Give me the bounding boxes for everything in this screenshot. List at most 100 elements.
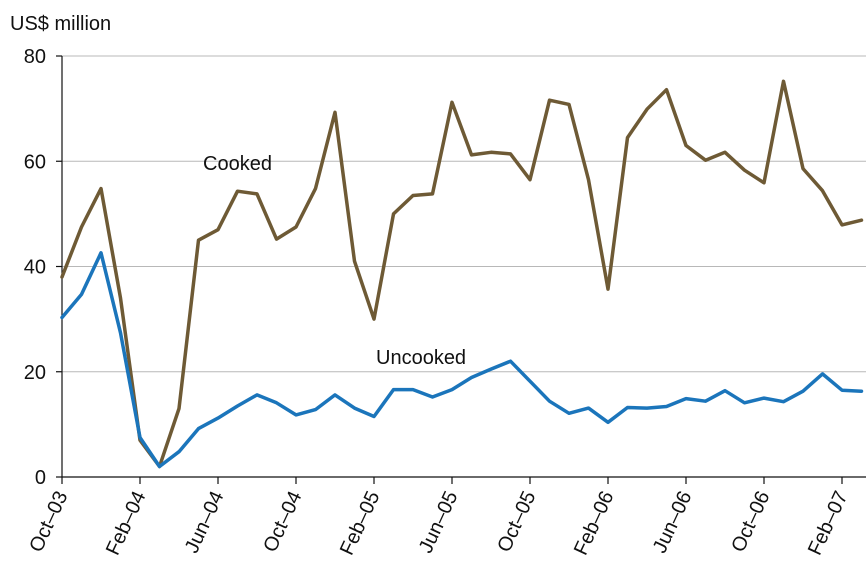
data-point-cooked xyxy=(821,189,825,193)
data-point-cooked xyxy=(353,259,357,263)
data-point-cooked xyxy=(528,178,532,182)
data-point-uncooked xyxy=(509,359,513,363)
data-point-cooked xyxy=(255,192,259,196)
data-point-uncooked xyxy=(333,393,337,397)
data-point-cooked xyxy=(99,187,103,191)
data-point-cooked xyxy=(470,153,474,157)
data-point-uncooked xyxy=(801,389,805,393)
data-point-cooked xyxy=(294,225,298,229)
x-tick-label: Oct–05 xyxy=(493,488,540,556)
y-tick-label: 60 xyxy=(24,151,46,173)
data-point-uncooked xyxy=(119,331,123,335)
y-tick-label: 80 xyxy=(24,46,46,68)
x-tick-label: Feb–07 xyxy=(804,488,853,559)
data-point-cooked xyxy=(548,98,552,102)
data-point-uncooked xyxy=(645,406,649,410)
data-point-uncooked xyxy=(236,404,240,408)
data-point-cooked xyxy=(275,237,279,241)
x-tick-label: Oct–03 xyxy=(25,488,72,556)
x-tick-label: Oct–06 xyxy=(727,488,774,556)
data-point-uncooked xyxy=(665,404,669,408)
y-tick-label: 0 xyxy=(35,467,46,489)
data-point-cooked xyxy=(216,228,220,232)
y-axis-unit-label: US$ million xyxy=(10,13,111,35)
data-point-cooked xyxy=(392,212,396,216)
data-point-cooked xyxy=(372,317,376,321)
y-tick-label: 40 xyxy=(24,257,46,279)
data-point-cooked xyxy=(665,88,669,92)
data-point-cooked xyxy=(567,102,571,106)
x-tick-label: Jun–06 xyxy=(649,488,697,557)
data-point-uncooked xyxy=(489,367,493,371)
data-point-uncooked xyxy=(80,292,84,296)
data-point-uncooked xyxy=(411,388,415,392)
data-point-uncooked xyxy=(275,401,279,405)
grid-lines xyxy=(62,55,866,373)
data-point-uncooked xyxy=(762,396,766,400)
data-point-cooked xyxy=(587,178,591,182)
data-point-uncooked xyxy=(860,389,864,393)
data-point-uncooked xyxy=(782,400,786,404)
data-point-uncooked xyxy=(197,427,201,431)
data-point-uncooked xyxy=(704,399,708,403)
series-label-cooked: Cooked xyxy=(203,153,272,175)
data-point-uncooked xyxy=(294,413,298,417)
data-point-uncooked xyxy=(684,397,688,401)
axes: 0 20 40 60 80 Oct–03 Feb–04 Jun–04 Oct–04 Feb–05 J… xyxy=(24,46,866,559)
data-point-uncooked xyxy=(470,376,474,380)
data-point-uncooked xyxy=(353,406,357,410)
data-point-uncooked xyxy=(138,436,142,440)
data-point-uncooked xyxy=(723,389,727,393)
x-tick-label: Oct–04 xyxy=(259,488,306,556)
data-point-cooked xyxy=(177,407,181,411)
data-point-cooked xyxy=(606,287,610,291)
x-tick-label: Jun–04 xyxy=(181,488,229,557)
data-point-uncooked xyxy=(450,388,454,392)
data-point-uncooked xyxy=(606,420,610,424)
data-point-uncooked xyxy=(821,372,825,376)
data-point-cooked xyxy=(450,100,454,104)
x-tick-label: Jun–05 xyxy=(415,488,463,557)
data-point-cooked xyxy=(684,143,688,147)
data-point-uncooked xyxy=(626,406,630,410)
data-point-cooked xyxy=(645,107,649,111)
data-point-cooked xyxy=(236,189,240,193)
data-point-cooked xyxy=(723,150,727,154)
series-line-cooked xyxy=(60,79,864,469)
data-point-cooked xyxy=(762,181,766,185)
data-point-uncooked xyxy=(587,406,591,410)
data-point-cooked xyxy=(314,187,318,191)
data-point-cooked xyxy=(197,238,201,242)
data-point-cooked xyxy=(333,110,337,114)
data-point-uncooked xyxy=(60,316,64,320)
data-point-cooked xyxy=(489,150,493,154)
data-point-cooked xyxy=(509,152,513,156)
data-point-uncooked xyxy=(177,450,181,454)
x-tick-label: Feb–06 xyxy=(570,488,619,559)
data-point-cooked xyxy=(782,79,786,83)
data-point-uncooked xyxy=(743,401,747,405)
data-point-uncooked xyxy=(840,388,844,392)
series-label-uncooked: Uncooked xyxy=(376,347,466,369)
y-tick-label: 20 xyxy=(24,362,46,384)
data-point-uncooked xyxy=(528,379,532,383)
data-point-cooked xyxy=(431,192,435,196)
data-point-cooked xyxy=(743,168,747,172)
data-point-cooked xyxy=(60,275,64,279)
series-lines xyxy=(60,79,864,469)
x-tick-label: Feb–05 xyxy=(336,488,385,559)
data-point-uncooked xyxy=(216,416,220,420)
data-point-uncooked xyxy=(392,388,396,392)
data-point-cooked xyxy=(840,223,844,227)
data-point-uncooked xyxy=(99,251,103,255)
series-line-uncooked xyxy=(60,251,864,469)
data-point-uncooked xyxy=(567,411,571,415)
data-point-cooked xyxy=(860,218,864,222)
x-tick-label: Feb–04 xyxy=(102,488,151,559)
data-point-cooked xyxy=(704,158,708,162)
data-point-cooked xyxy=(801,167,805,171)
data-point-cooked xyxy=(411,193,415,197)
data-point-cooked xyxy=(80,225,84,229)
